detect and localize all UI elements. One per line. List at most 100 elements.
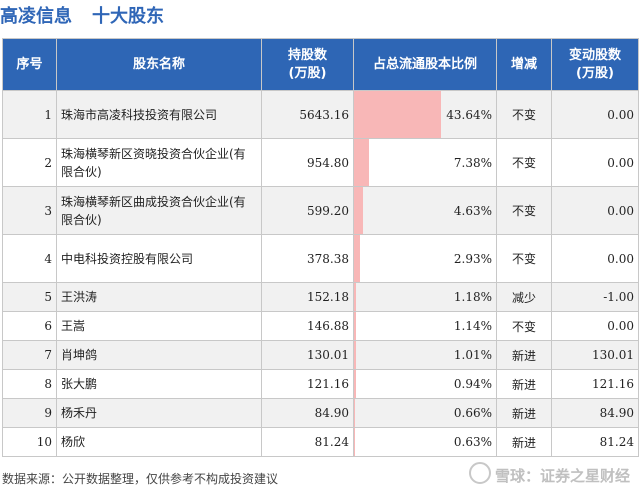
holder-name: 珠海市高凌科技投资有限公司 <box>56 90 262 139</box>
ratio-bar <box>354 235 360 282</box>
shares-held: 130.01 <box>261 340 354 370</box>
shares-held: 81.24 <box>261 427 354 457</box>
float-ratio: 0.94% <box>353 369 497 399</box>
ratio-bar <box>354 91 441 138</box>
float-ratio: 0.66% <box>353 398 497 428</box>
ratio-bar <box>354 312 357 340</box>
row-index: 6 <box>2 311 57 341</box>
ratio-bar <box>354 283 357 311</box>
ratio-bar <box>354 139 369 186</box>
change-status: 不变 <box>496 311 552 341</box>
float-ratio: 2.93% <box>353 234 497 283</box>
title-bar: 高凌信息 十大股东 <box>0 0 640 32</box>
table-header-row: 序号 股东名称 持股数 (万股) 占总流通股本比例 增减 变动股数 (万股) <box>2 38 639 91</box>
row-index: 3 <box>2 186 57 235</box>
holder-name: 珠海横琴新区资晓投资合伙企业(有限合伙) <box>56 138 262 187</box>
change-status: 新进 <box>496 427 552 457</box>
row-index: 4 <box>2 234 57 283</box>
header-ratio: 占总流通股本比例 <box>353 38 497 91</box>
holder-name: 肖坤鸽 <box>56 340 262 370</box>
ratio-bar <box>354 370 356 398</box>
holder-name: 珠海横琴新区曲成投资合伙企业(有限合伙) <box>56 186 262 235</box>
holder-name: 中电科投资控股有限公司 <box>56 234 262 283</box>
header-change: 增减 <box>496 38 552 91</box>
holder-name: 王嵩 <box>56 311 262 341</box>
table-row: 7 肖坤鸽 130.01 1.01% 新进 130.01 <box>2 340 639 370</box>
header-delta: 变动股数 (万股) <box>551 38 639 91</box>
ratio-value: 43.64% <box>446 107 492 122</box>
shares-held: 954.80 <box>261 138 354 187</box>
holder-name: 杨欣 <box>56 427 262 457</box>
ratio-value: 0.94% <box>453 377 492 391</box>
row-index: 2 <box>2 138 57 187</box>
shares-held: 84.90 <box>261 398 354 428</box>
table-row: 3 珠海横琴新区曲成投资合伙企业(有限合伙) 599.20 4.63% 不变 0.00 <box>2 186 639 235</box>
share-change: 84.90 <box>551 398 639 428</box>
ratio-bar <box>354 187 364 234</box>
shareholders-table: 序号 股东名称 持股数 (万股) 占总流通股本比例 增减 变动股数 (万股) 1… <box>2 38 639 457</box>
share-change: 130.01 <box>551 340 639 370</box>
share-change: 0.00 <box>551 186 639 235</box>
shares-held: 599.20 <box>261 186 354 235</box>
shares-held: 378.38 <box>261 234 354 283</box>
row-index: 1 <box>2 90 57 139</box>
row-index: 9 <box>2 398 57 428</box>
shares-held: 146.88 <box>261 311 354 341</box>
share-change: 0.00 <box>551 90 639 139</box>
shares-held: 152.18 <box>261 282 354 312</box>
change-status: 新进 <box>496 369 552 399</box>
change-status: 不变 <box>496 186 552 235</box>
section-title: 十大股东 <box>92 6 164 27</box>
holder-name: 王洪涛 <box>56 282 262 312</box>
change-status: 不变 <box>496 90 552 139</box>
ratio-value: 1.01% <box>453 348 492 362</box>
brand-text: 雪球：证券之星财经 <box>494 467 630 485</box>
float-ratio: 7.38% <box>353 138 497 187</box>
holder-name: 张大鹏 <box>56 369 262 399</box>
ratio-value: 1.18% <box>453 290 492 304</box>
ratio-bar <box>354 399 356 427</box>
table-row: 6 王嵩 146.88 1.14% 不变 0.00 <box>2 311 639 341</box>
share-change: 121.16 <box>551 369 639 399</box>
row-index: 7 <box>2 340 57 370</box>
row-index: 10 <box>2 427 57 457</box>
float-ratio: 1.14% <box>353 311 497 341</box>
change-status: 不变 <box>496 138 552 187</box>
header-index: 序号 <box>2 38 57 91</box>
row-index: 5 <box>2 282 57 312</box>
float-ratio: 43.64% <box>353 90 497 139</box>
table-row: 5 王洪涛 152.18 1.18% 减少 -1.00 <box>2 282 639 312</box>
shares-held: 121.16 <box>261 369 354 399</box>
float-ratio: 4.63% <box>353 186 497 235</box>
brand-logo: 雪球：证券之星财经 <box>468 462 630 486</box>
float-ratio: 1.01% <box>353 340 497 370</box>
ratio-value: 0.66% <box>453 406 492 420</box>
share-change: 0.00 <box>551 138 639 187</box>
ratio-bar <box>354 341 356 369</box>
table-row: 10 杨欣 81.24 0.63% 新进 81.24 <box>2 427 639 457</box>
table-row: 4 中电科投资控股有限公司 378.38 2.93% 不变 0.00 <box>2 234 639 283</box>
share-change: 0.00 <box>551 311 639 341</box>
table-row: 2 珠海横琴新区资晓投资合伙企业(有限合伙) 954.80 7.38% 不变 0.00 <box>2 138 639 187</box>
ratio-bar <box>354 428 356 456</box>
ratio-value: 4.63% <box>453 203 492 218</box>
table-body: 1 珠海市高凌科技投资有限公司 5643.16 43.64% 不变 0.00 2 珠海横琴新区… <box>2 90 639 457</box>
share-change: -1.00 <box>551 282 639 312</box>
change-status: 减少 <box>496 282 552 312</box>
header-shares: 持股数 (万股) <box>261 38 354 91</box>
company-title: 高凌信息 <box>0 6 72 27</box>
ratio-value: 2.93% <box>453 251 492 266</box>
ratio-value: 1.14% <box>453 319 492 333</box>
float-ratio: 1.18% <box>353 282 497 312</box>
float-ratio: 0.63% <box>353 427 497 457</box>
row-index: 8 <box>2 369 57 399</box>
ratio-value: 0.63% <box>453 435 492 449</box>
share-change: 0.00 <box>551 234 639 283</box>
change-status: 新进 <box>496 398 552 428</box>
table-row: 1 珠海市高凌科技投资有限公司 5643.16 43.64% 不变 0.00 <box>2 90 639 139</box>
ratio-value: 7.38% <box>453 155 492 170</box>
snowball-icon <box>468 462 491 484</box>
header-name: 股东名称 <box>56 38 262 91</box>
data-source-note: 数据来源：公开数据整理，仅供参考不构成投资建议 <box>2 472 279 486</box>
table-row: 9 杨禾丹 84.90 0.66% 新进 84.90 <box>2 398 639 428</box>
